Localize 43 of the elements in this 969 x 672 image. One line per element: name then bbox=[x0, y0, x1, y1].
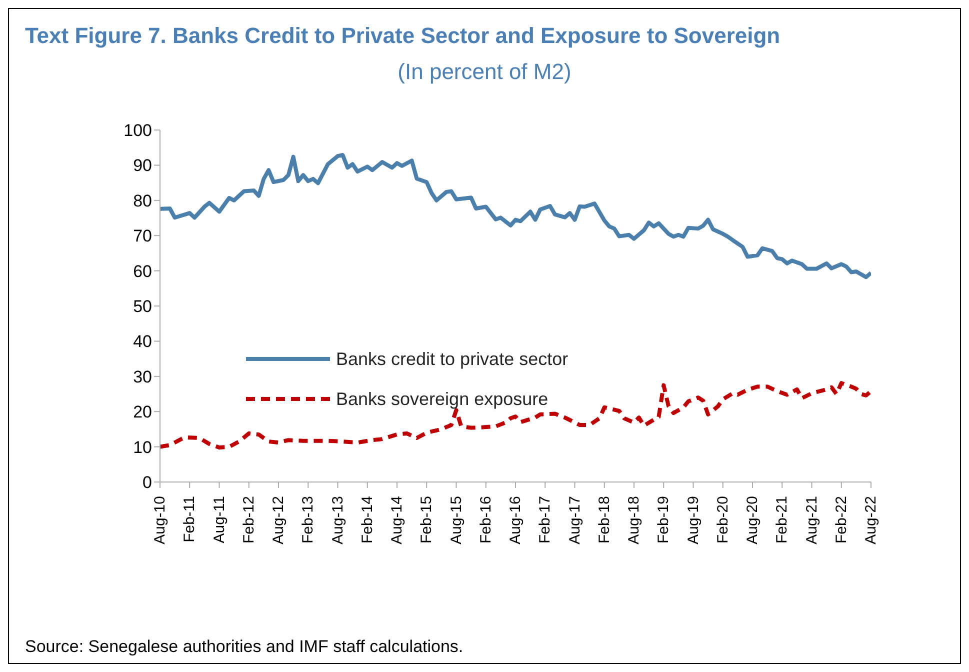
y-tick-label: 60 bbox=[133, 262, 152, 281]
y-tick-label: 70 bbox=[133, 226, 152, 246]
x-tick-label: Feb-17 bbox=[536, 496, 554, 544]
x-tick-label: Aug-13 bbox=[329, 496, 346, 544]
y-tick-label: 10 bbox=[133, 438, 152, 457]
source-note: Source: Senegalese authorities and IMF staff calculations. bbox=[25, 637, 464, 657]
x-tick-label: Aug-10 bbox=[152, 496, 168, 544]
y-tick-label: 90 bbox=[133, 156, 152, 176]
line-series bbox=[160, 381, 871, 450]
chart-title: Text Figure 7. Banks Credit to Private Sector and Exposure to Sovereign bbox=[25, 23, 780, 49]
legend-label: Banks credit to private sector bbox=[336, 348, 568, 370]
chart-subtitle: (In percent of M2) bbox=[396, 59, 572, 85]
x-tick-label: Aug-18 bbox=[626, 496, 642, 544]
x-tick-label: Aug-14 bbox=[388, 496, 406, 544]
x-tick-label: Aug-19 bbox=[684, 496, 702, 544]
x-tick-label: Aug-21 bbox=[803, 496, 820, 544]
x-tick-label: Aug-16 bbox=[507, 496, 524, 544]
y-tick-label: 30 bbox=[133, 367, 152, 386]
x-tick-label: Feb-14 bbox=[358, 496, 376, 544]
x-tick-label: Feb-16 bbox=[477, 496, 494, 544]
y-tick-label: 50 bbox=[133, 297, 152, 316]
x-tick-label: Feb-12 bbox=[240, 496, 258, 544]
legend-label: Banks sovereign exposure bbox=[336, 388, 548, 410]
x-tick-label: Feb-15 bbox=[418, 496, 436, 544]
y-tick-label: 20 bbox=[133, 402, 152, 422]
y-tick-label: 40 bbox=[133, 332, 152, 352]
x-tick-label: Feb-22 bbox=[832, 496, 850, 544]
y-tick-label: 100 bbox=[124, 121, 152, 140]
x-tick-label: Aug-12 bbox=[270, 496, 287, 544]
x-tick-label: Aug-17 bbox=[566, 496, 584, 544]
x-tick-label: Aug-11 bbox=[210, 496, 228, 544]
x-tick-label: Aug-22 bbox=[862, 496, 880, 544]
x-tick-label: Feb-20 bbox=[714, 496, 732, 544]
x-tick-label: Feb-19 bbox=[655, 496, 672, 544]
x-tick-label: Feb-13 bbox=[300, 496, 317, 544]
y-tick-label: 0 bbox=[142, 473, 152, 492]
x-tick-label: Feb-18 bbox=[596, 496, 613, 544]
x-tick-label: Aug-15 bbox=[448, 496, 465, 544]
x-tick-label: Feb-21 bbox=[774, 496, 791, 544]
line-series bbox=[160, 152, 871, 280]
x-tick-label: Aug-20 bbox=[744, 496, 761, 544]
y-tick-label: 80 bbox=[133, 191, 152, 210]
x-tick-label: Feb-11 bbox=[181, 496, 198, 542]
